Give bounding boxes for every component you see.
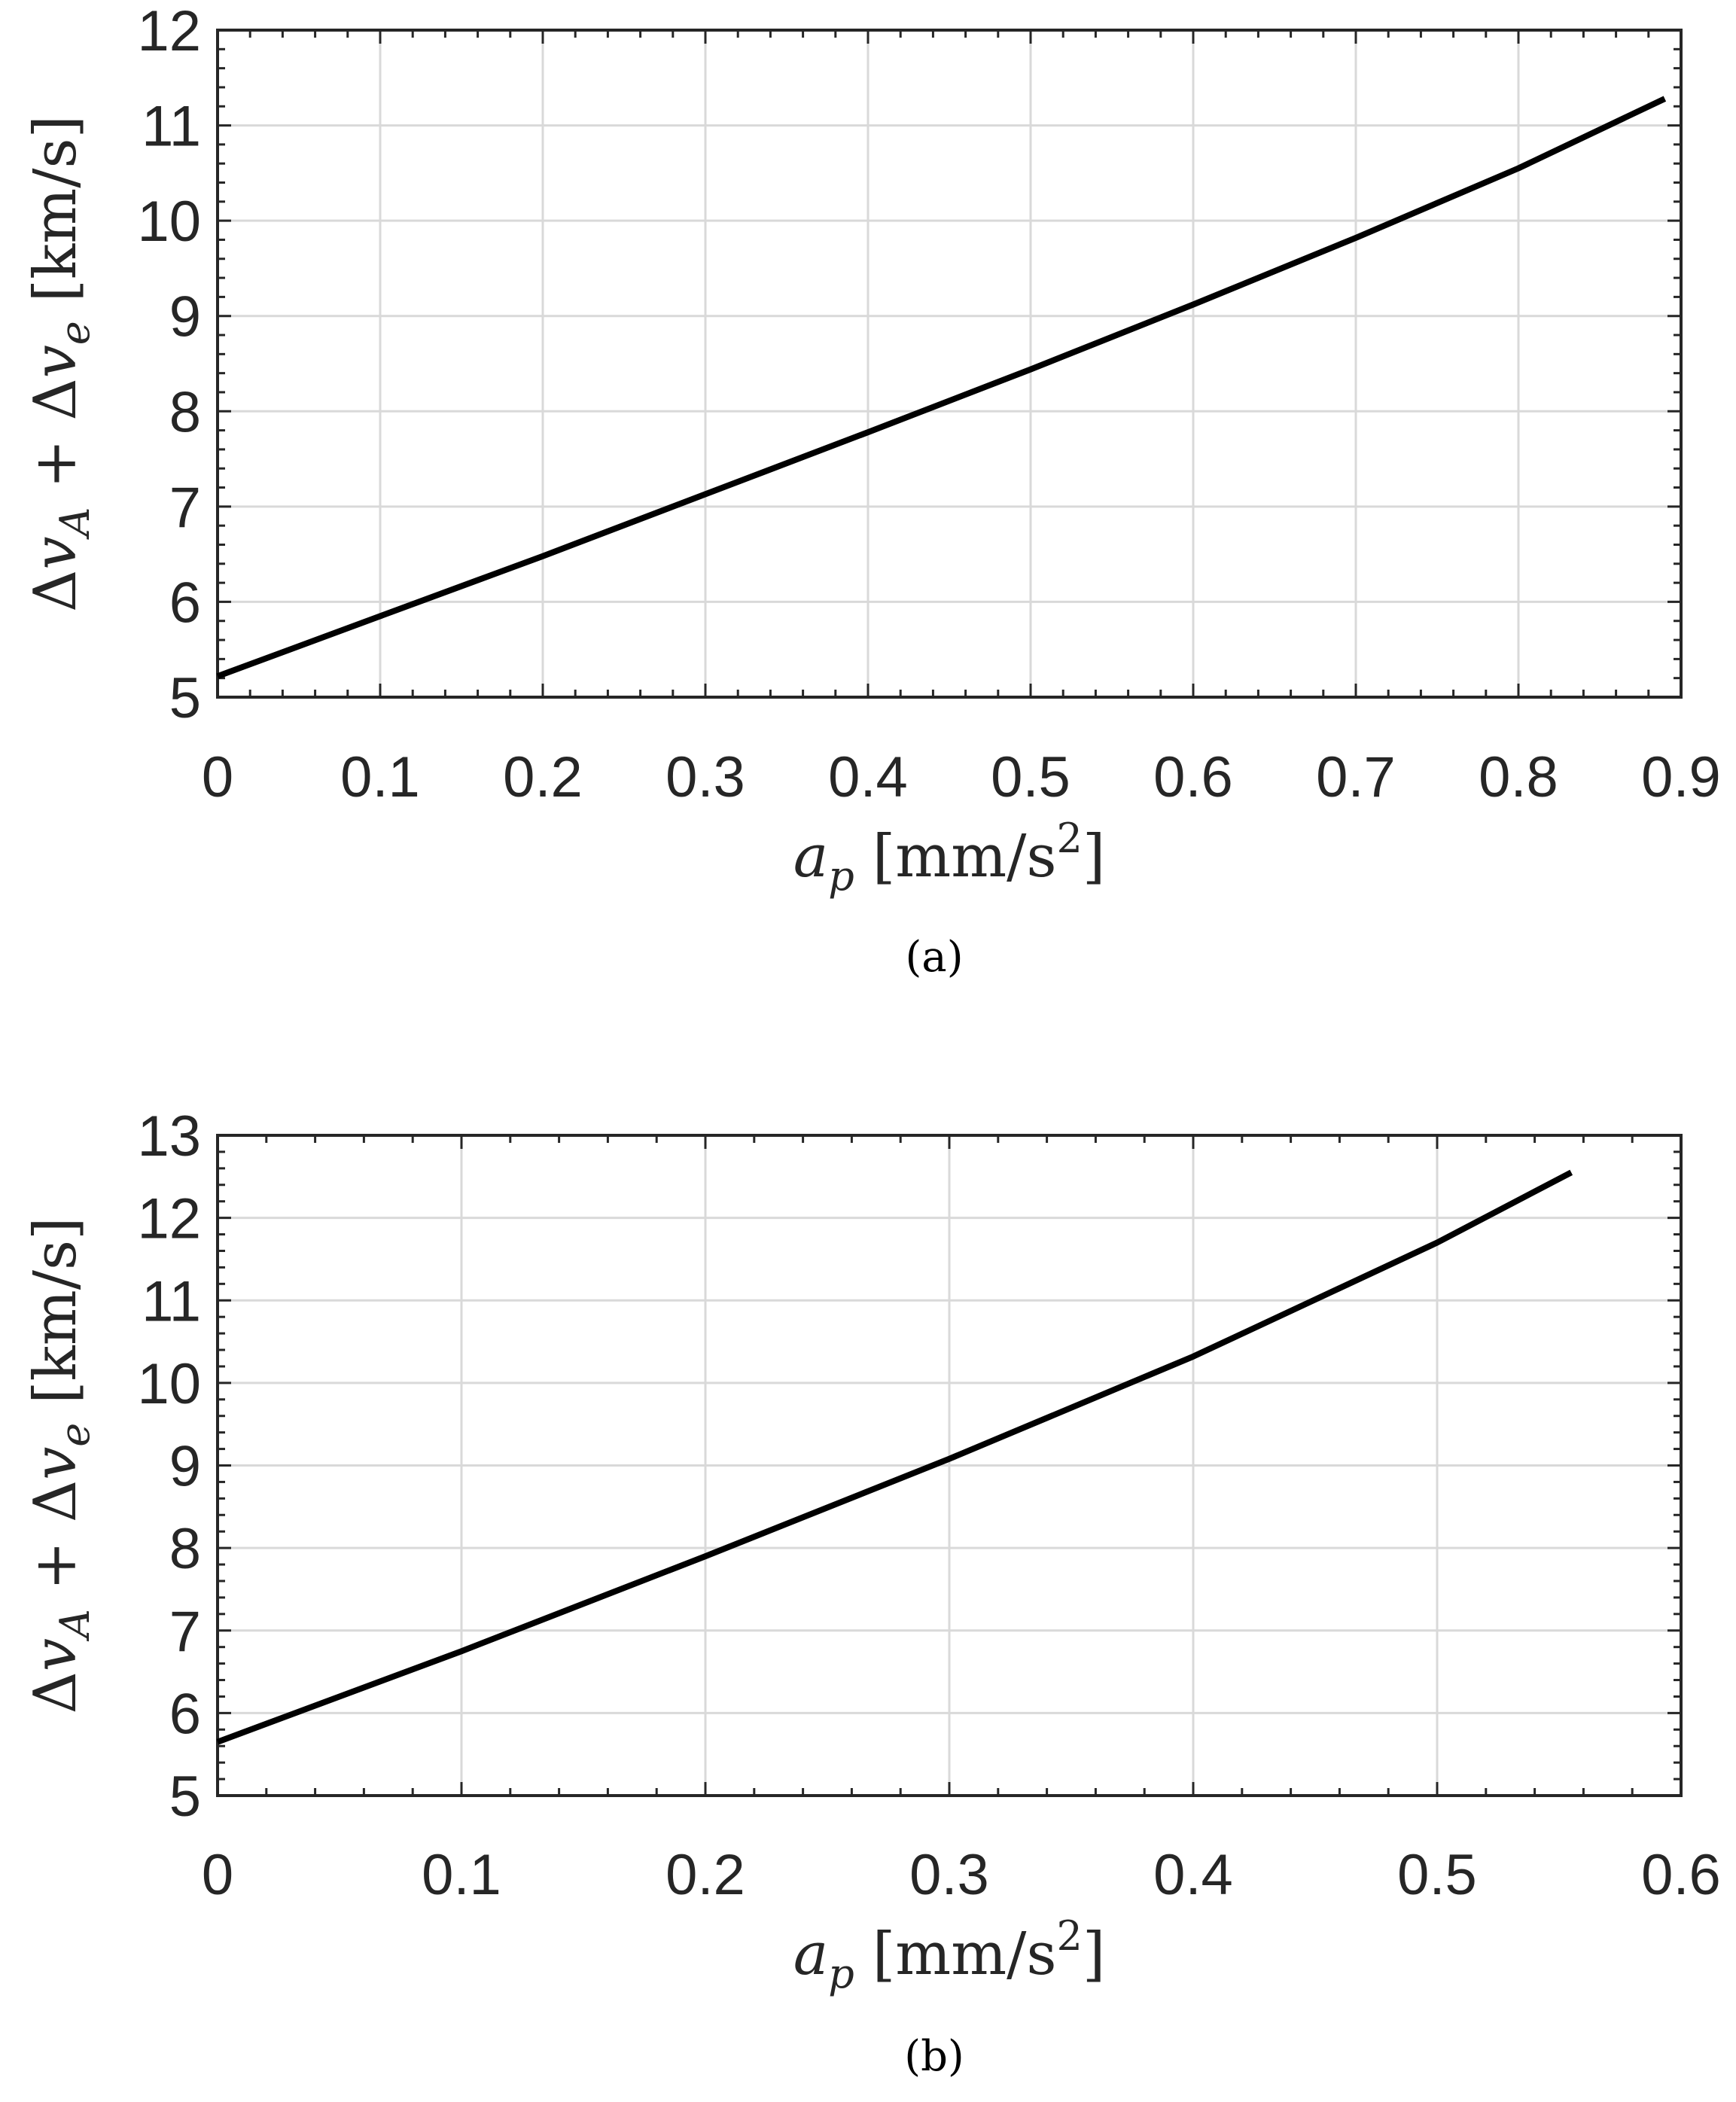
y-axis-label-v1: v — [22, 537, 90, 570]
x-tick-label: 0.8 — [1479, 745, 1558, 809]
y-tick-label: 11 — [142, 95, 201, 159]
plot-frame — [216, 29, 1683, 699]
y-tick-label: 7 — [169, 476, 201, 540]
y-axis-label-d1: Δ — [22, 1671, 90, 1714]
y-axis-label-op: + — [22, 1522, 90, 1609]
y-axis-label-s2: e — [51, 1423, 99, 1447]
y-axis-label-s1: A — [51, 1609, 99, 1642]
x-axis-label-var: a — [793, 1921, 829, 1988]
y-tick-label: 11 — [142, 1269, 201, 1333]
x-axis-label-close: ] — [1083, 823, 1105, 891]
y-axis-label-v2: v — [22, 345, 90, 378]
x-tick-label: 0 — [202, 745, 233, 809]
x-axis-label-unit: [mm/s — [873, 823, 1057, 891]
x-tick-label: 0.1 — [422, 1843, 501, 1907]
y-tick-label: 5 — [169, 1765, 201, 1829]
x-tick-label: 0.4 — [1153, 1843, 1233, 1907]
y-axis-label-unit: [km/s] — [22, 115, 90, 321]
x-tick-label: 0.2 — [503, 745, 583, 809]
y-tick-label: 10 — [137, 190, 201, 254]
y-tick-label: 13 — [137, 1104, 201, 1168]
y-tick-label: 8 — [169, 380, 201, 444]
y-axis-label: ΔvA + Δve [km/s] — [22, 115, 99, 612]
y-tick-label: 7 — [169, 1600, 201, 1664]
x-tick-label: 0.3 — [909, 1843, 989, 1907]
plot-frame — [216, 1134, 1683, 1797]
y-tick-label: 10 — [137, 1352, 201, 1416]
x-axis-label-unit: [mm/s — [873, 1921, 1057, 1988]
x-axis-label: ap [mm/s2] — [793, 815, 1106, 900]
grid — [218, 30, 1681, 697]
y-tick-label: 8 — [169, 1517, 201, 1581]
x-tick-label: 0.1 — [340, 745, 420, 809]
x-axis-label-sup: 2 — [1056, 1912, 1082, 1960]
x-tick-label: 0.3 — [665, 745, 745, 809]
x-tick-label: 0.6 — [1153, 745, 1233, 809]
x-axis-label-sub: p — [828, 1950, 854, 1997]
x-axis-label-sup: 2 — [1056, 815, 1082, 862]
figure-caption: (a) — [905, 933, 963, 982]
y-tick-label: 6 — [169, 571, 201, 635]
x-tick-label: 0.6 — [1641, 1843, 1721, 1907]
x-tick-label: 0.2 — [665, 1843, 745, 1907]
x-tick-label: 0.4 — [828, 745, 908, 809]
y-axis-label: ΔvA + Δve [km/s] — [22, 1217, 99, 1714]
x-axis-label-close: ] — [1083, 1921, 1105, 1988]
y-tick-label: 9 — [169, 285, 201, 349]
y-axis-label-d2: Δ — [22, 1480, 90, 1522]
x-tick-label: 0 — [202, 1843, 233, 1907]
grid — [218, 1135, 1681, 1796]
y-tick-label: 12 — [137, 0, 201, 63]
x-tick-label: 0.5 — [1397, 1843, 1477, 1907]
series-line — [216, 1169, 1573, 1745]
chart-b: 0 0.1 0.2 0.3 0.4 0.5 0.6 5 6 7 8 9 10 11 12 13 ap [mm/s2… — [22, 1104, 1721, 2081]
y-tick-label: 6 — [169, 1682, 201, 1746]
x-axis-label-sub: p — [828, 852, 854, 900]
y-axis-label-d2: Δ — [22, 378, 90, 420]
x-axis-label: ap [mm/s2] — [793, 1912, 1106, 1997]
x-tick-label: 0.7 — [1316, 745, 1396, 809]
y-tick-label: 12 — [137, 1187, 201, 1251]
x-tick-label: 0.9 — [1641, 745, 1721, 809]
y-axis-label-unit: [km/s] — [22, 1217, 90, 1423]
x-tick-label: 0.5 — [991, 745, 1071, 809]
y-axis-label-d1: Δ — [22, 570, 90, 612]
series-line — [216, 96, 1667, 679]
y-axis-label-v1: v — [22, 1638, 90, 1671]
y-axis-label-s2: e — [51, 321, 99, 345]
chart-a: 0 0.1 0.2 0.3 0.4 0.5 0.6 0.7 0.8 0.9 5 6 7 8 9 10 11 12 a… — [22, 0, 1721, 982]
figure-caption: (b) — [904, 2032, 964, 2081]
y-axis-label-v2: v — [22, 1447, 90, 1480]
y-axis-label-s1: A — [51, 507, 99, 541]
y-axis-label-op: + — [22, 421, 90, 507]
y-tick-label: 9 — [169, 1435, 201, 1499]
y-tick-label: 5 — [169, 666, 201, 730]
x-axis-label-var: a — [793, 823, 829, 891]
